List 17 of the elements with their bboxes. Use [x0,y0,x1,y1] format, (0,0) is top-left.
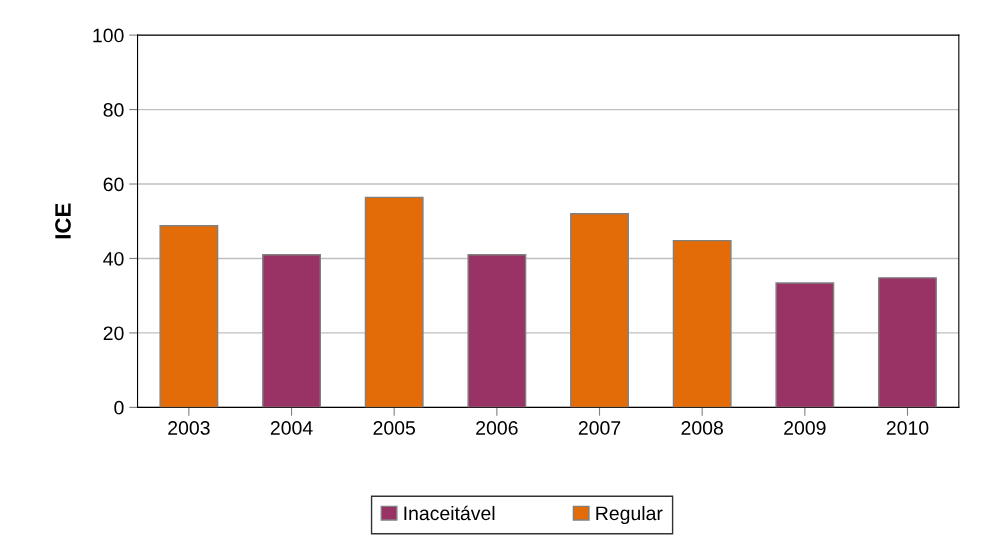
x-tick-label: 2009 [784,421,826,435]
y-tick-label: 20 [103,326,124,341]
y-tick-label: 40 [103,251,124,266]
x-tick-label: 2004 [270,421,313,435]
legend-label: Regular [596,505,663,525]
y-tick-label: 0 [114,400,124,415]
x-tick-label: 2005 [373,421,416,435]
y-tick-label: 60 [103,177,124,192]
x-tick-label: 2006 [476,421,518,435]
y-tick-label: 100 [93,28,124,43]
legend-label: Inaceitável [404,505,495,521]
x-tick-label: 2003 [168,421,210,435]
x-tick-label: 2008 [681,421,723,435]
x-tick-label: 2010 [886,421,929,435]
y-axis-title: ICE [55,203,71,239]
y-tick-label: 80 [103,103,124,117]
x-tick-label: 2007 [578,421,621,435]
